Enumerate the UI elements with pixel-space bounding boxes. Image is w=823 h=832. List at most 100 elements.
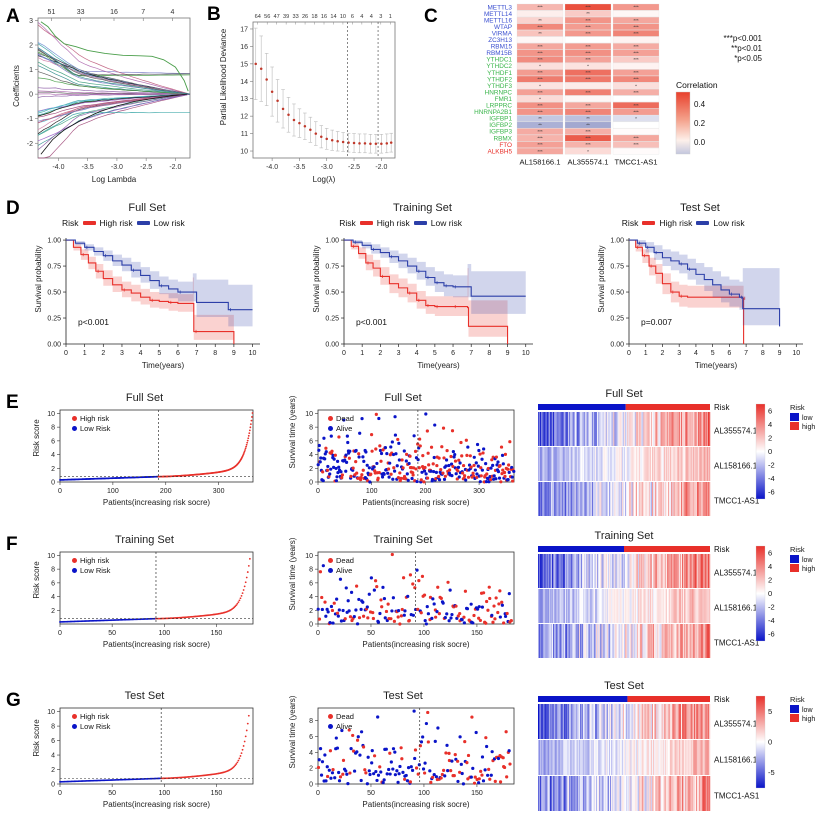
panel-c-gene-label: RBMX [494, 135, 513, 142]
panel-c-significance-stars: *** [537, 90, 543, 95]
panel-c-significance-stars: * [587, 149, 589, 154]
panel-c-heatmap-cell [564, 30, 612, 37]
panel-c-heatmap-cell [516, 95, 564, 103]
panel-d-title: Test Set [680, 202, 720, 214]
expression-heatmap: Training Set Risk AL355574.1 AL158166.1 TMCC… [538, 530, 823, 668]
panel-b-top-tick: 18 [311, 14, 317, 20]
risk-score-legend: High risk Low Risk [72, 712, 110, 732]
panel-d-legend-swatch-high [642, 221, 656, 225]
panel-c-significance-stars: *** [633, 142, 639, 147]
risk-score-y-tick: 8 [51, 567, 55, 574]
risk-score-y-tick: 10 [47, 553, 55, 560]
risk-score-legend-row: Low Risk [72, 424, 110, 433]
risk-score-legend-row: High risk [72, 414, 110, 423]
panel-c-heatmap-cell [516, 128, 564, 135]
risk-score-x-tick: 0 [58, 488, 62, 495]
panel-c-significance-stars: * [635, 116, 637, 121]
risk-score-y-tick: 6 [51, 580, 55, 587]
risk-score-x-tick: 100 [107, 488, 119, 495]
risk-score-legend-row: High risk [72, 556, 110, 565]
panel-d-y-tick: 0.25 [325, 316, 339, 323]
panel-c-significance-stars: *** [537, 149, 543, 154]
panel-c-significance-stars: *** [585, 18, 591, 23]
survival-status-y-tick: 8 [309, 425, 313, 432]
panel-c-column-label: TMCC1-AS1 [614, 158, 657, 167]
panel-c-heatmap-cell [612, 147, 660, 155]
panel-b-y-label: Partial Likelihood Deviance [219, 28, 228, 126]
panel-d-legend-label-high: High risk [376, 218, 410, 228]
panel-c-heatmap-cell [612, 115, 660, 122]
panel-a-x-tick: -2.5 [140, 164, 152, 171]
panel-c-significance-stars: *** [633, 51, 639, 56]
panel-c-heatmap-cell [516, 3, 564, 11]
panel-d-plot-2: Training Set Risk High risk Low risk 0.00 0.2… [300, 202, 545, 390]
expression-heatmap-title: Training Set [594, 530, 654, 542]
heatmap-colorbar-tick: 0 [768, 738, 772, 747]
panel-c-heatmap-cell [564, 36, 612, 44]
panel-c-correlation-heatmap: METTL3 *** *** *** METTL14 ** METTL16 ** *** *** W… [420, 0, 823, 195]
panel-c-heatmap-cell [516, 108, 564, 116]
panel-d-x-tick: 4 [694, 350, 698, 357]
heatmap-risk-legend-low: low [802, 707, 813, 714]
heatmap-risk-legend-title: Risk [790, 403, 805, 412]
survival-status-legend-row: Dead [328, 556, 354, 565]
survival-status-x-tick: 100 [418, 790, 430, 797]
panel-d-x-tick: 8 [213, 350, 217, 357]
panel-d-series-low-risk [629, 239, 781, 340]
survival-status-x-tick: 100 [418, 630, 430, 637]
panel-c-colorbar-tick: 0.4 [694, 100, 706, 109]
panel-a-lasso-coefficients: 51 33 16 7 4 3 2 1 0 -1 -2 -4.0 -3.5 -3.0 -2.5 -2.0 Log … [0, 0, 205, 195]
survival-status-y-tick: 8 [309, 567, 313, 574]
panel-c-significance-stars: *** [633, 90, 639, 95]
survival-status-x-label: Patients(increasing risk socre) [362, 800, 470, 809]
panel-label-d: D [6, 198, 20, 219]
risk-score-y-tick: 4 [51, 452, 55, 459]
panel-c-heatmap-cell [564, 89, 612, 96]
panel-c-heatmap-cell [516, 121, 564, 129]
panel-c-significance-stars: ** [538, 116, 542, 121]
panel-b-y-tick: 13 [240, 96, 248, 103]
risk-score-legend: High risk Low Risk [72, 414, 110, 434]
panel-d-x-tick: 0 [627, 350, 631, 357]
survival-status-legend: Dead Alive [328, 414, 354, 434]
panel-d-x-tick: 0 [64, 350, 68, 357]
panel-b-top-tick: 4 [360, 14, 363, 20]
survival-status-title: Training Set [373, 534, 433, 546]
risk-score-legend-label: High risk [80, 712, 110, 721]
panel-c-significance-stars: *** [585, 70, 591, 75]
panel-d-x-label: Time(years) [417, 361, 460, 370]
panel-label-g: G [6, 690, 21, 711]
heatmap-risk-legend-title: Risk [790, 695, 805, 704]
risk-score-legend-row: Low Risk [72, 722, 110, 731]
heatmap-row [538, 589, 711, 623]
survival-status-legend-label: Alive [336, 566, 353, 575]
heatmap-risk-legend-low: low [802, 557, 813, 564]
panel-b-x-tick: -2.5 [348, 164, 360, 171]
risk-row-label: Risk [714, 545, 731, 554]
panel-c-heatmap-cell [612, 16, 660, 24]
panel-c-heatmap-cell [564, 147, 612, 155]
panel-d-plot-3: Test Set Risk High risk Low risk 0.00 0.25 0.5… [585, 202, 815, 390]
panel-c-gene-label: RBM15B [486, 50, 512, 57]
panel-a-y-tick: 0 [29, 92, 33, 99]
survival-status-x-tick: 0 [316, 790, 320, 797]
panel-a-y-label: Coefficients [12, 65, 21, 107]
panel-c-heatmap-cell [612, 75, 660, 83]
panel-d-x-tick: 4 [139, 350, 143, 357]
heatmap-colorbar [755, 545, 766, 642]
panel-d-y-tick: 1.00 [325, 238, 339, 245]
survival-status-legend-dot [328, 558, 333, 563]
risk-score-y-tick: 0 [51, 782, 55, 789]
panel-c-significance-stars: *** [585, 77, 591, 82]
panel-c-heatmap-cell [612, 56, 660, 63]
panel-c-heatmap-cell [564, 115, 612, 122]
panel-c-heatmap-cell [612, 121, 660, 129]
risk-panel-g: G Test Set 0 2 4 6 8 10 0 50 100 150 High risk Low Ri… [0, 672, 823, 828]
panel-d-x-tick: 1 [83, 350, 87, 357]
panel-d-legend-label-low: Low risk [153, 218, 185, 228]
panel-d-y-tick: 0.75 [610, 264, 624, 271]
heatmap-row-label: TMCC1-AS1 [714, 791, 760, 800]
panel-c-significance-stars: *** [585, 142, 591, 147]
panel-c-heatmap-cell [612, 134, 660, 142]
panel-d-series-high-risk [344, 239, 509, 344]
